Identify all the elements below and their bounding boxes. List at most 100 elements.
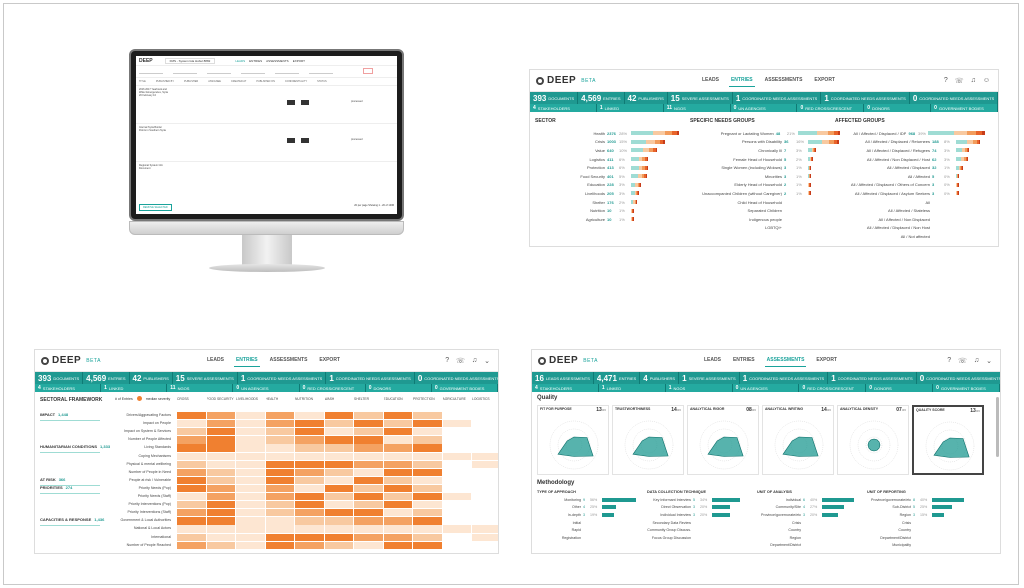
bar-row[interactable]: Protection 413 6% (535, 163, 685, 172)
tab-assessments[interactable]: ASSESSMENTS (764, 77, 803, 83)
heat-cell[interactable] (442, 533, 471, 541)
heat-cell[interactable] (265, 493, 294, 501)
heat-cell[interactable] (265, 452, 294, 460)
framework-group[interactable]: CAPACITIES & RESPONSE 1,436 (40, 517, 104, 522)
methodology-row[interactable]: Individual Interview 3 20% (647, 511, 755, 519)
bar-row[interactable]: All / Affected / Non Displaced / Host 62 3… (835, 155, 985, 164)
methodology-row[interactable]: Region (757, 534, 865, 542)
heat-cell[interactable] (236, 428, 265, 436)
heat-cell[interactable] (442, 525, 471, 533)
heat-cell[interactable] (177, 517, 206, 525)
bar-row[interactable]: Livelihoods 205 3% (535, 189, 685, 198)
quality-card[interactable]: TRUSTWORTHINESS 14/20 (612, 405, 684, 475)
deep-logo[interactable]: DEEP BETA (536, 75, 596, 86)
heat-cell[interactable] (295, 468, 324, 476)
heat-cell[interactable] (383, 509, 412, 517)
heat-cell[interactable] (265, 541, 294, 549)
deep-logo[interactable]: DEEP BETA (538, 355, 598, 366)
bar-row[interactable]: Persons with Disability 36 16% (690, 138, 840, 147)
heat-cell[interactable] (442, 517, 471, 525)
heat-cell[interactable] (442, 468, 471, 476)
heat-cell[interactable] (472, 460, 498, 468)
heat-cell[interactable] (295, 533, 324, 541)
heat-cell[interactable] (413, 436, 442, 444)
tab-export[interactable]: EXPORT (814, 77, 835, 83)
heat-cell[interactable] (413, 444, 442, 452)
bar-row[interactable]: Logistics 411 6% (535, 155, 685, 164)
monitor-th-published-on[interactable]: PUBLISHED ON (256, 80, 275, 83)
quality-card[interactable]: ANALYTICAL DENSITY 07/20 (837, 405, 909, 475)
heat-cell[interactable] (324, 501, 353, 509)
heat-cell[interactable] (413, 460, 442, 468)
heat-cell[interactable] (413, 468, 442, 476)
heat-cell[interactable] (324, 509, 353, 517)
heat-cell[interactable] (413, 428, 442, 436)
heat-cell[interactable] (472, 541, 498, 549)
tab-export[interactable]: EXPORT (319, 357, 340, 363)
heat-cell[interactable] (324, 428, 353, 436)
heat-cell[interactable] (442, 484, 471, 493)
heat-cell[interactable] (413, 476, 442, 485)
methodology-row[interactable]: Monitoring 9 56% (537, 496, 645, 504)
heat-cell[interactable] (442, 501, 471, 509)
heat-cell[interactable] (265, 525, 294, 533)
heat-cell[interactable] (236, 501, 265, 509)
heat-cell[interactable] (265, 444, 294, 452)
methodology-row[interactable]: Sub-District 5 25% (867, 504, 975, 512)
heat-cell[interactable] (206, 501, 235, 509)
heat-cell[interactable] (265, 533, 294, 541)
methodology-row[interactable]: Direct Observation 3 20% (647, 504, 755, 512)
heat-cell[interactable] (324, 517, 353, 525)
heat-cell[interactable] (295, 452, 324, 460)
chevron-down-icon[interactable]: ⌄ (986, 357, 992, 365)
heat-cell[interactable] (265, 420, 294, 428)
bar-row[interactable]: Elderly Head of Household 2 1% (690, 181, 840, 190)
heat-cell[interactable] (295, 525, 324, 533)
heat-cell[interactable] (206, 517, 235, 525)
heat-cell[interactable] (206, 428, 235, 436)
heat-cell[interactable] (265, 428, 294, 436)
bar-row[interactable]: Female Head of Household 5 2% (690, 155, 840, 164)
heat-cell[interactable] (324, 493, 353, 501)
quality-card[interactable]: QUALITY SCORE 13/20 (912, 405, 984, 475)
bar-row[interactable]: All / Affected / Stateless (835, 206, 985, 215)
bar-row[interactable]: All / Not affected (835, 232, 985, 241)
heat-cell[interactable] (177, 412, 206, 420)
heat-cell[interactable] (265, 468, 294, 476)
chat-icon[interactable]: ☏ (958, 357, 967, 365)
heat-cell[interactable] (206, 444, 235, 452)
heat-cell[interactable] (324, 436, 353, 444)
heat-cell[interactable] (442, 493, 471, 501)
heat-cell[interactable] (383, 517, 412, 525)
bar-row[interactable]: All (835, 198, 985, 207)
tab-entries[interactable]: ENTRIES (732, 357, 755, 363)
heat-cell[interactable] (295, 501, 324, 509)
heat-cell[interactable] (413, 420, 442, 428)
heat-cell[interactable] (442, 476, 471, 485)
heat-cell[interactable] (206, 468, 235, 476)
heat-cell[interactable] (295, 476, 324, 485)
heat-cell[interactable] (413, 525, 442, 533)
bar-row[interactable]: Health 2376 28% (535, 129, 685, 138)
heat-cell[interactable] (265, 436, 294, 444)
methodology-row[interactable]: Initial (537, 519, 645, 527)
heat-cell[interactable] (442, 436, 471, 444)
heat-cell[interactable] (354, 436, 383, 444)
monitor-th-confidentiality[interactable]: CONFIDENTIALITY (284, 80, 308, 83)
heat-cell[interactable] (472, 501, 498, 509)
help-icon[interactable]: ? (943, 76, 948, 84)
heat-cell[interactable] (383, 460, 412, 468)
methodology-row[interactable]: Province/governorate/etc 3 20% (757, 511, 865, 519)
heat-cell[interactable] (177, 452, 206, 460)
heat-cell[interactable] (442, 452, 471, 460)
heat-cell[interactable] (442, 444, 471, 452)
methodology-row[interactable]: Department/District (867, 534, 975, 542)
heat-cell[interactable] (324, 444, 353, 452)
heat-cell[interactable] (383, 484, 412, 493)
heat-cell[interactable] (324, 525, 353, 533)
framework-group[interactable]: AT RISK 366 (40, 477, 65, 482)
monitor-th-created[interactable]: CREATED AT (230, 80, 247, 83)
methodology-row[interactable]: Country (867, 526, 975, 534)
remove-selected-button[interactable]: REMOVE SELECTED (139, 204, 172, 211)
tab-leads[interactable]: LEADS (702, 77, 719, 83)
